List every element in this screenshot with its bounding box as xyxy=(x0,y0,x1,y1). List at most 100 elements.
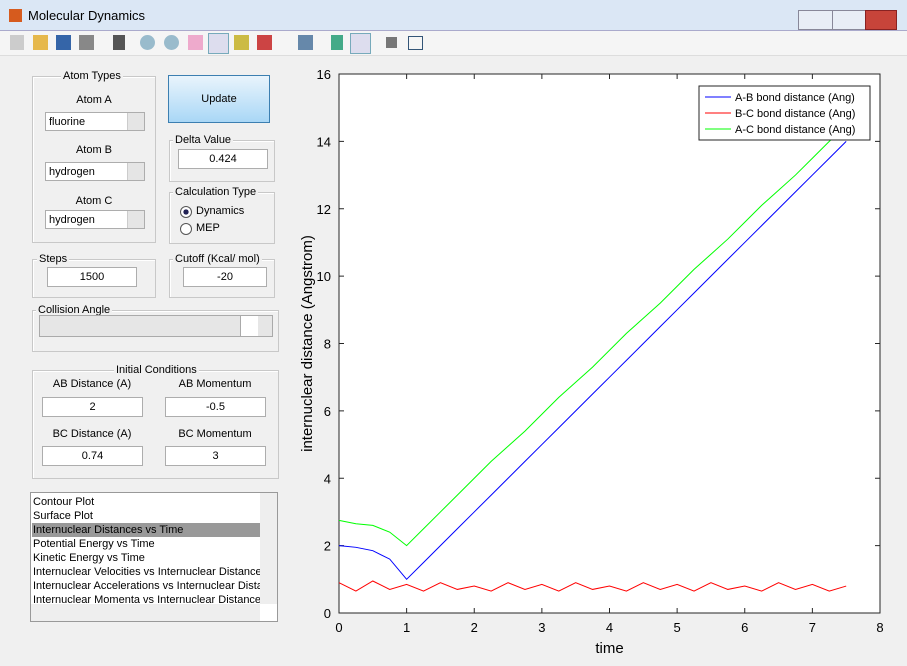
steps-panel: Steps xyxy=(32,253,156,298)
text-input[interactable]: 0.74 xyxy=(42,446,143,466)
radio-button[interactable] xyxy=(180,223,192,235)
tool-open[interactable] xyxy=(33,35,48,50)
text-input[interactable]: 0.424 xyxy=(178,149,268,169)
scrollbar[interactable] xyxy=(31,604,260,621)
tool-hide[interactable] xyxy=(386,37,397,48)
legend-label: B-C bond distance (Ang) xyxy=(735,108,855,120)
x-tick-label: 7 xyxy=(809,620,816,635)
text-input[interactable]: -20 xyxy=(183,267,267,287)
panel-title: Initial Conditions xyxy=(114,364,199,376)
list-item[interactable]: Contour Plot xyxy=(33,496,95,508)
cutoff-panel: Cutoff (Kcal/ mol) xyxy=(169,253,275,298)
panel-title: Collision Angle xyxy=(36,304,113,316)
y-tick-label: 8 xyxy=(324,337,331,352)
list-item[interactable]: Potential Energy vs Time xyxy=(33,538,155,550)
dropdown[interactable]: hydrogen xyxy=(45,162,145,181)
tool-colorbar[interactable] xyxy=(331,35,343,50)
y-tick-label: 0 xyxy=(324,606,331,621)
y-tick-label: 12 xyxy=(317,202,331,217)
y-axis-label: internuclear distance (Angstrom) xyxy=(299,235,316,452)
list-item[interactable]: Surface Plot xyxy=(33,510,93,522)
text-input[interactable]: 2 xyxy=(42,397,143,417)
label: Atom A xyxy=(76,94,112,106)
close[interactable] xyxy=(865,10,897,30)
list-item[interactable]: Internuclear Accelerations vs Internucle… xyxy=(33,580,260,592)
panel-title: Cutoff (Kcal/ mol) xyxy=(173,253,262,265)
y-tick-label: 6 xyxy=(324,404,331,419)
label: Atom C xyxy=(75,195,113,207)
tool-link[interactable] xyxy=(298,35,313,50)
x-tick-label: 2 xyxy=(471,620,478,635)
delta-panel: Delta Value xyxy=(169,134,275,182)
minimize[interactable] xyxy=(798,10,833,30)
radio-label: MEP xyxy=(196,222,220,234)
app-icon xyxy=(9,9,22,22)
list-item[interactable]: Internuclear Momenta vs Internuclear Dis… xyxy=(33,594,260,606)
y-tick-label: 10 xyxy=(317,269,331,284)
tool-pan[interactable] xyxy=(188,35,203,50)
initial-conditions-panel: Initial Conditions xyxy=(32,364,279,479)
tool-legend[interactable] xyxy=(350,33,371,54)
panel-title: Atom Types xyxy=(61,70,123,82)
text-input[interactable]: -0.5 xyxy=(165,397,266,417)
tool-rotate[interactable] xyxy=(208,33,229,54)
x-tick-label: 0 xyxy=(335,620,342,635)
tool-print[interactable] xyxy=(79,35,94,50)
window-title: Molecular Dynamics xyxy=(28,8,146,23)
title-bar: Molecular Dynamics xyxy=(0,0,907,31)
label: Atom B xyxy=(75,144,113,156)
tool-save[interactable] xyxy=(56,35,71,50)
update-button[interactable]: Update xyxy=(168,75,270,123)
toolbar xyxy=(0,31,907,56)
radio-button[interactable] xyxy=(180,206,192,218)
maximize[interactable] xyxy=(832,10,866,30)
dropdown[interactable]: hydrogen xyxy=(45,210,145,229)
x-axis-label: time xyxy=(595,640,623,657)
panel-title: Steps xyxy=(37,253,70,265)
label: BC Distance (A) xyxy=(52,428,132,440)
y-tick-label: 4 xyxy=(324,471,331,486)
label: AB Distance (A) xyxy=(52,378,132,390)
panel-title: Delta Value xyxy=(173,134,234,146)
panel-title: Calculation Type xyxy=(173,186,259,198)
slider-thumb[interactable] xyxy=(240,316,258,336)
text-input[interactable]: 1500 xyxy=(47,267,137,287)
x-tick-label: 6 xyxy=(741,620,748,635)
tool-brush[interactable] xyxy=(257,35,272,50)
radio-label: Dynamics xyxy=(196,205,245,217)
tool-new[interactable] xyxy=(10,35,24,50)
calc-type-panel: Calculation Type xyxy=(169,186,275,244)
x-tick-label: 4 xyxy=(606,620,613,635)
legend-label: A-B bond distance (Ang) xyxy=(735,92,855,104)
tool-zoom-in[interactable] xyxy=(140,35,155,50)
x-tick-label: 5 xyxy=(674,620,681,635)
y-tick-label: 16 xyxy=(317,67,331,82)
dropdown[interactable]: fluorine xyxy=(45,112,145,131)
scrollbar[interactable] xyxy=(260,493,277,604)
slider[interactable] xyxy=(39,315,273,337)
list-item[interactable]: Internuclear Velocities vs Internuclear … xyxy=(33,566,260,578)
x-tick-label: 8 xyxy=(876,620,883,635)
tool-dock[interactable] xyxy=(408,36,423,50)
legend-label: A-C bond distance (Ang) xyxy=(735,124,855,136)
list-item[interactable]: Kinetic Energy vs Time xyxy=(33,552,145,564)
y-tick-label: 2 xyxy=(324,539,331,554)
collision-angle-panel: Collision Angle xyxy=(32,304,279,352)
series-line xyxy=(338,141,847,581)
atom-types-panel: Atom Types xyxy=(32,70,156,243)
x-tick-label: 3 xyxy=(538,620,545,635)
plot-listbox[interactable]: Internuclear Momenta vs Internuclear Dis… xyxy=(30,492,278,622)
series-line xyxy=(338,125,847,547)
tool-zoom-out[interactable] xyxy=(164,35,179,50)
text-input[interactable]: 3 xyxy=(165,446,266,466)
label: BC Momentum xyxy=(178,428,252,440)
y-tick-label: 14 xyxy=(317,134,331,149)
list-item[interactable]: Internuclear Distances vs Time xyxy=(32,523,260,537)
series-line xyxy=(338,580,847,592)
label: AB Momentum xyxy=(178,378,252,390)
tool-datacursor[interactable] xyxy=(234,35,249,50)
tool-pointer[interactable] xyxy=(113,35,125,50)
x-tick-label: 1 xyxy=(403,620,410,635)
